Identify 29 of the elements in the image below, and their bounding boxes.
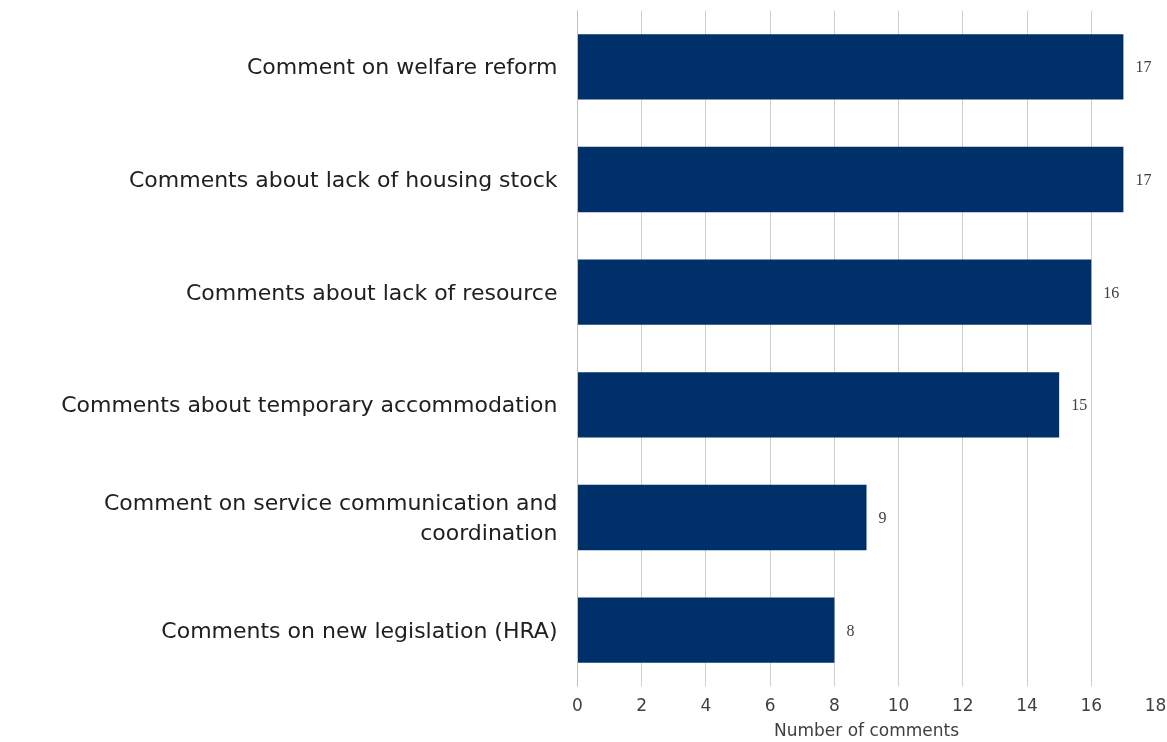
x-tick-label: 10 [887,694,910,715]
data-label: 16 [1103,283,1120,301]
x-tick-label: 0 [572,694,583,715]
bar [577,146,1124,213]
data-label: 17 [1135,171,1152,188]
x-tick-label: 6 [764,694,776,715]
y-tick-label: Comments on new legislation (HRA) [161,617,558,643]
data-label: 17 [1135,58,1152,76]
data-label: 8 [846,621,855,639]
data-label: 9 [878,509,887,526]
bar [577,259,1092,325]
x-tick-label: 14 [1016,694,1038,715]
data-label: 15 [1071,396,1088,414]
bar [577,484,867,551]
bar [577,34,1124,100]
x-axis-title: Number of comments [773,719,960,740]
x-tick-label: 12 [952,694,974,715]
y-tick-label: Comment on service communication and coordination [104,490,558,545]
y-tick-label: Comments about lack of housing stock [128,167,558,192]
y-tick-label: Comment on welfare reform [246,54,558,80]
bar [577,372,1060,438]
y-tick-label: Comments about lack of resource [186,279,558,305]
x-tick-label: 18 [1144,694,1167,715]
x-tick-label: 2 [636,694,648,715]
bar [577,597,835,663]
y-tick-label: Comments about temporary accommodation [61,392,558,418]
x-tick-label: 4 [700,694,712,715]
x-tick-label: 16 [1080,694,1103,715]
x-tick-label: 8 [828,694,840,715]
